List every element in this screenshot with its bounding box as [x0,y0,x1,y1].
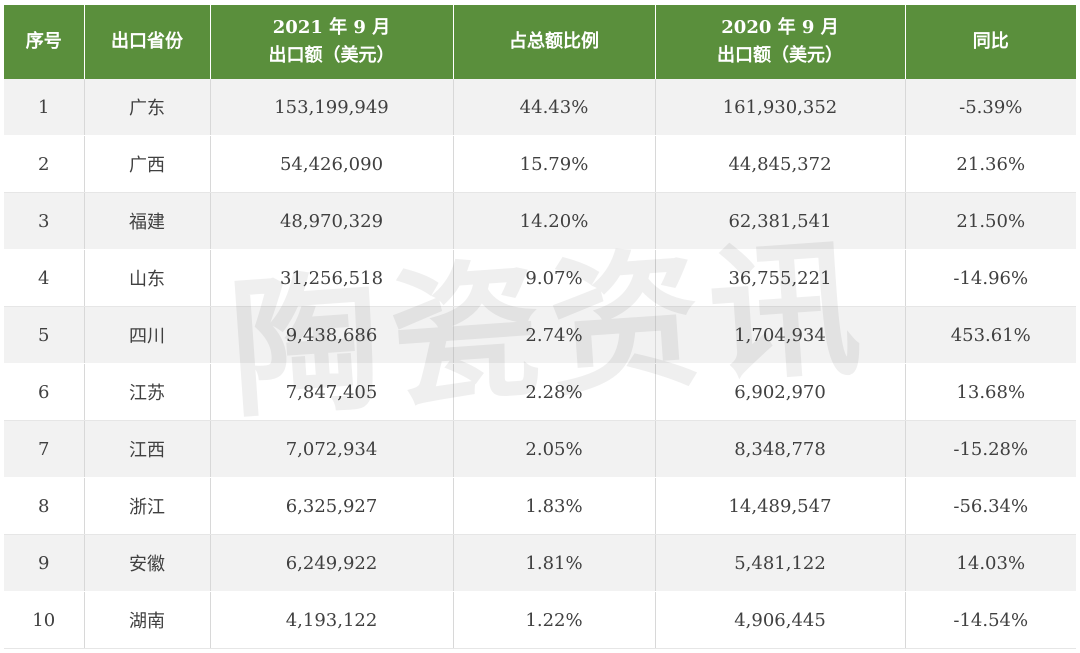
cell-yoy: 21.36% [905,135,1076,193]
cell-share: 15.79% [453,135,656,193]
header-yoy: 同比 [905,5,1076,79]
cell-province: 福建 [84,192,211,250]
cell-yoy: -5.39% [905,79,1076,136]
header-export-2020-line1: 2020 年 9 月 [721,17,839,38]
cell-export-2021: 6,249,922 [210,534,454,592]
header-yoy-label: 同比 [972,31,1009,52]
table-row: 10 湖南 4,193,122 1.22% 4,906,445 -14.54% [4,591,1076,649]
cell-rank: 10 [4,591,85,649]
cell-yoy: 13.68% [905,363,1076,421]
header-export-2021: 2021 年 9 月 出口额（美元） [210,5,454,79]
cell-yoy: 14.03% [905,534,1076,592]
cell-share: 44.43% [453,79,656,136]
cell-export-2021: 31,256,518 [210,249,454,307]
cell-rank: 9 [4,534,85,592]
header-export-2020-line2: 出口额（美元） [717,45,843,66]
cell-rank: 2 [4,135,85,193]
cell-yoy: 453.61% [905,306,1076,364]
table-row: 3 福建 48,970,329 14.20% 62,381,541 21.50% [4,192,1076,250]
table-row: 1 广东 153,199,949 44.43% 161,930,352 -5.3… [4,79,1076,136]
cell-rank: 7 [4,420,85,478]
cell-rank: 1 [4,79,85,136]
cell-share: 9.07% [453,249,656,307]
cell-rank: 4 [4,249,85,307]
cell-share: 1.22% [453,591,656,649]
header-share-label: 占总额比例 [509,31,599,52]
table-body: 1 广东 153,199,949 44.43% 161,930,352 -5.3… [4,79,1076,649]
cell-share: 2.05% [453,420,656,478]
cell-share: 2.74% [453,306,656,364]
cell-share: 1.81% [453,534,656,592]
header-share: 占总额比例 [453,5,656,79]
cell-share: 2.28% [453,363,656,421]
header-export-2021-line1: 2021 年 9 月 [272,17,391,38]
header-province: 出口省份 [84,5,211,79]
cell-export-2021: 153,199,949 [210,79,454,136]
header-export-2020: 2020 年 9 月 出口额（美元） [655,5,906,79]
cell-rank: 6 [4,363,85,421]
cell-export-2021: 7,072,934 [210,420,454,478]
cell-share: 1.83% [453,477,656,535]
cell-export-2021: 7,847,405 [210,363,454,421]
cell-yoy: -56.34% [905,477,1076,535]
cell-export-2020: 14,489,547 [655,477,906,535]
cell-yoy: -14.96% [905,249,1076,307]
cell-rank: 5 [4,306,85,364]
cell-province: 山东 [84,249,211,307]
cell-province: 广东 [84,79,211,136]
cell-province: 四川 [84,306,211,364]
table-row: 5 四川 9,438,686 2.74% 1,704,934 453.61% [4,306,1076,364]
header-row: 序号 出口省份 2021 年 9 月 出口额（美元） 占总额比例 2020 年 … [4,5,1076,79]
cell-export-2021: 48,970,329 [210,192,454,250]
table-row: 4 山东 31,256,518 9.07% 36,755,221 -14.96% [4,249,1076,307]
cell-province: 江苏 [84,363,211,421]
cell-export-2021: 9,438,686 [210,306,454,364]
header-rank: 序号 [4,5,85,79]
cell-export-2020: 8,348,778 [655,420,906,478]
cell-rank: 8 [4,477,85,535]
table-row: 6 江苏 7,847,405 2.28% 6,902,970 13.68% [4,363,1076,421]
table-header: 序号 出口省份 2021 年 9 月 出口额（美元） 占总额比例 2020 年 … [4,5,1076,79]
header-province-label: 出口省份 [111,31,183,52]
table-row: 2 广西 54,426,090 15.79% 44,845,372 21.36% [4,135,1076,193]
cell-yoy: -14.54% [905,591,1076,649]
cell-export-2021: 6,325,927 [210,477,454,535]
header-rank-label: 序号 [25,31,62,52]
cell-export-2020: 5,481,122 [655,534,906,592]
cell-export-2020: 62,381,541 [655,192,906,250]
cell-province: 湖南 [84,591,211,649]
cell-province: 浙江 [84,477,211,535]
cell-export-2020: 161,930,352 [655,79,906,136]
cell-export-2020: 4,906,445 [655,591,906,649]
cell-export-2021: 54,426,090 [210,135,454,193]
cell-export-2021: 4,193,122 [210,591,454,649]
table-row: 9 安徽 6,249,922 1.81% 5,481,122 14.03% [4,534,1076,592]
export-table: 序号 出口省份 2021 年 9 月 出口额（美元） 占总额比例 2020 年 … [4,5,1076,649]
table-row: 8 浙江 6,325,927 1.83% 14,489,547 -56.34% [4,477,1076,535]
cell-province: 江西 [84,420,211,478]
cell-province: 广西 [84,135,211,193]
header-export-2021-line2: 出口额（美元） [268,45,395,66]
cell-yoy: 21.50% [905,192,1076,250]
export-table-container: 序号 出口省份 2021 年 9 月 出口额（美元） 占总额比例 2020 年 … [4,5,1076,649]
cell-export-2020: 6,902,970 [655,363,906,421]
table-row: 7 江西 7,072,934 2.05% 8,348,778 -15.28% [4,420,1076,478]
cell-rank: 3 [4,192,85,250]
cell-share: 14.20% [453,192,656,250]
cell-province: 安徽 [84,534,211,592]
cell-export-2020: 1,704,934 [655,306,906,364]
cell-export-2020: 36,755,221 [655,249,906,307]
cell-yoy: -15.28% [905,420,1076,478]
cell-export-2020: 44,845,372 [655,135,906,193]
